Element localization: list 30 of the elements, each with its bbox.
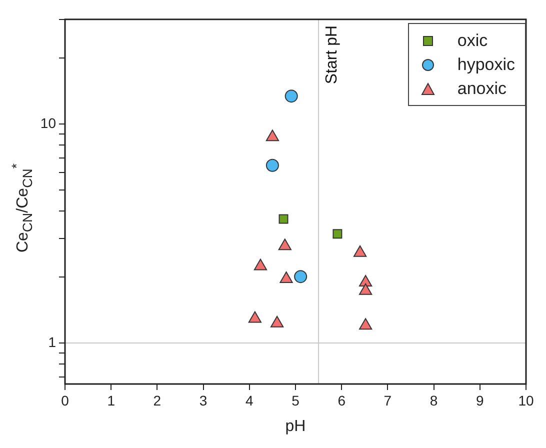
x-tick-label: 6: [338, 392, 346, 408]
x-tick-label: 2: [153, 392, 162, 408]
x-tick-label: 5: [292, 392, 300, 408]
legend-label: hypoxic: [457, 54, 515, 76]
point: [248, 311, 262, 323]
point: [254, 258, 268, 270]
x-axis-title: pH: [285, 418, 306, 435]
x-tick-label: 4: [246, 392, 254, 408]
point: [359, 274, 372, 286]
point: [353, 245, 367, 257]
point: [280, 271, 293, 283]
legend-label: oxic: [457, 30, 488, 52]
point: [270, 316, 284, 328]
point: [266, 158, 279, 172]
x-tick-label: 3: [199, 392, 208, 408]
point: [278, 238, 292, 250]
x-tick-label: 10: [518, 392, 534, 408]
x-tick-label: 7: [384, 392, 392, 408]
point: [359, 283, 372, 295]
ref-line-label: Start pH: [324, 25, 341, 84]
point: [284, 90, 298, 103]
x-tick-label: 0: [61, 392, 70, 408]
point: [332, 229, 342, 239]
x-tick-label: 8: [430, 392, 438, 408]
x-tick-label: 9: [476, 392, 484, 408]
x-tick-label: 1: [107, 392, 116, 408]
point: [278, 214, 288, 224]
point: [266, 130, 280, 142]
point: [359, 318, 372, 330]
legend-label: anoxic: [457, 78, 506, 100]
